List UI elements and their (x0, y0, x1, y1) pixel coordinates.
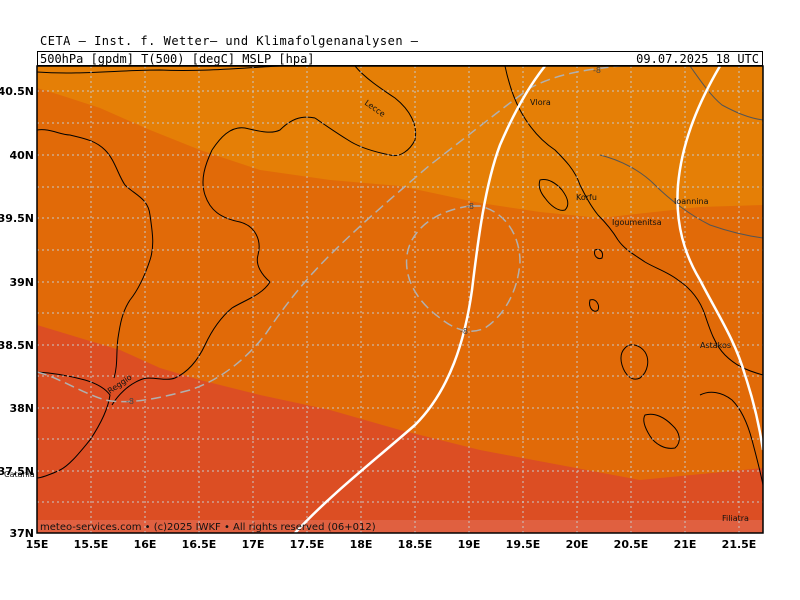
city-label-korfu: Korfu (576, 193, 597, 202)
lat-label: 40.5N (0, 85, 34, 98)
lon-label: 19.5E (506, 538, 541, 551)
lon-label: 18E (350, 538, 373, 551)
lon-label: 16.5E (182, 538, 217, 551)
city-label-ioannina: Ioannina (674, 197, 709, 206)
lon-label: 20.5E (614, 538, 649, 551)
header-bar: 500hPa [gpdm] T(500) [degC] MSLP [hpa] 0… (37, 51, 763, 66)
isotherm-labels: -8 -8 -8 -8 (126, 66, 601, 406)
lon-label: 21.5E (722, 538, 757, 551)
lat-label: 38N (9, 402, 34, 415)
credit-text: meteo-services.com • (c)2025 IWKF • All … (40, 522, 376, 533)
lon-label: 19E (458, 538, 481, 551)
lon-label: 15.5E (74, 538, 109, 551)
city-label-catania: Catania (4, 470, 35, 479)
lon-label: 18.5E (398, 538, 433, 551)
lat-label: 38.5N (0, 339, 34, 352)
latitude-labels: 40.5N 40N 39.5N 39N 38.5N 38N 37.5N 37N (0, 85, 34, 540)
geopotential-lines (294, 66, 763, 533)
temp-band-light (37, 66, 763, 218)
coastlines (37, 66, 763, 486)
lat-label: 40N (9, 149, 34, 162)
city-label-astakos: Astakos (700, 341, 731, 350)
lon-label: 17.5E (290, 538, 325, 551)
isotherm-label: -8 (460, 327, 468, 336)
chart-title: CETA – Inst. f. Wetter– und Klimafolgena… (40, 34, 419, 48)
parameter-label: 500hPa [gpdm] T(500) [degC] MSLP [hpa] (40, 52, 315, 66)
isotherm-minus8 (37, 66, 621, 403)
lon-label: 21E (674, 538, 697, 551)
city-label-filiatra: Filiatra (722, 514, 749, 523)
lon-label: 17E (242, 538, 265, 551)
valid-time-label: 09.07.2025 18 UTC (636, 52, 759, 66)
city-label-igoumenitsa: Igoumenitsa (612, 218, 662, 227)
lat-label: 37N (9, 527, 34, 540)
lat-label: 39N (9, 276, 34, 289)
credit-band (37, 520, 763, 533)
isotherm-label: -8 (126, 397, 134, 406)
lon-label: 20E (566, 538, 589, 551)
longitude-labels: 15E 15.5E 16E 16.5E 17E 17.5E 18E 18.5E … (26, 538, 757, 551)
lat-label: 39.5N (0, 212, 34, 225)
lon-label: 16E (134, 538, 157, 551)
lon-label: 15E (26, 538, 49, 551)
map-frame (36, 65, 764, 534)
isotherm-label: -8 (593, 66, 601, 75)
lat-label: 37.5N (0, 465, 34, 478)
lat-lon-grid (37, 66, 763, 533)
isotherm-label: -8 (466, 202, 474, 211)
city-label-vlora: Vlora (530, 98, 551, 107)
